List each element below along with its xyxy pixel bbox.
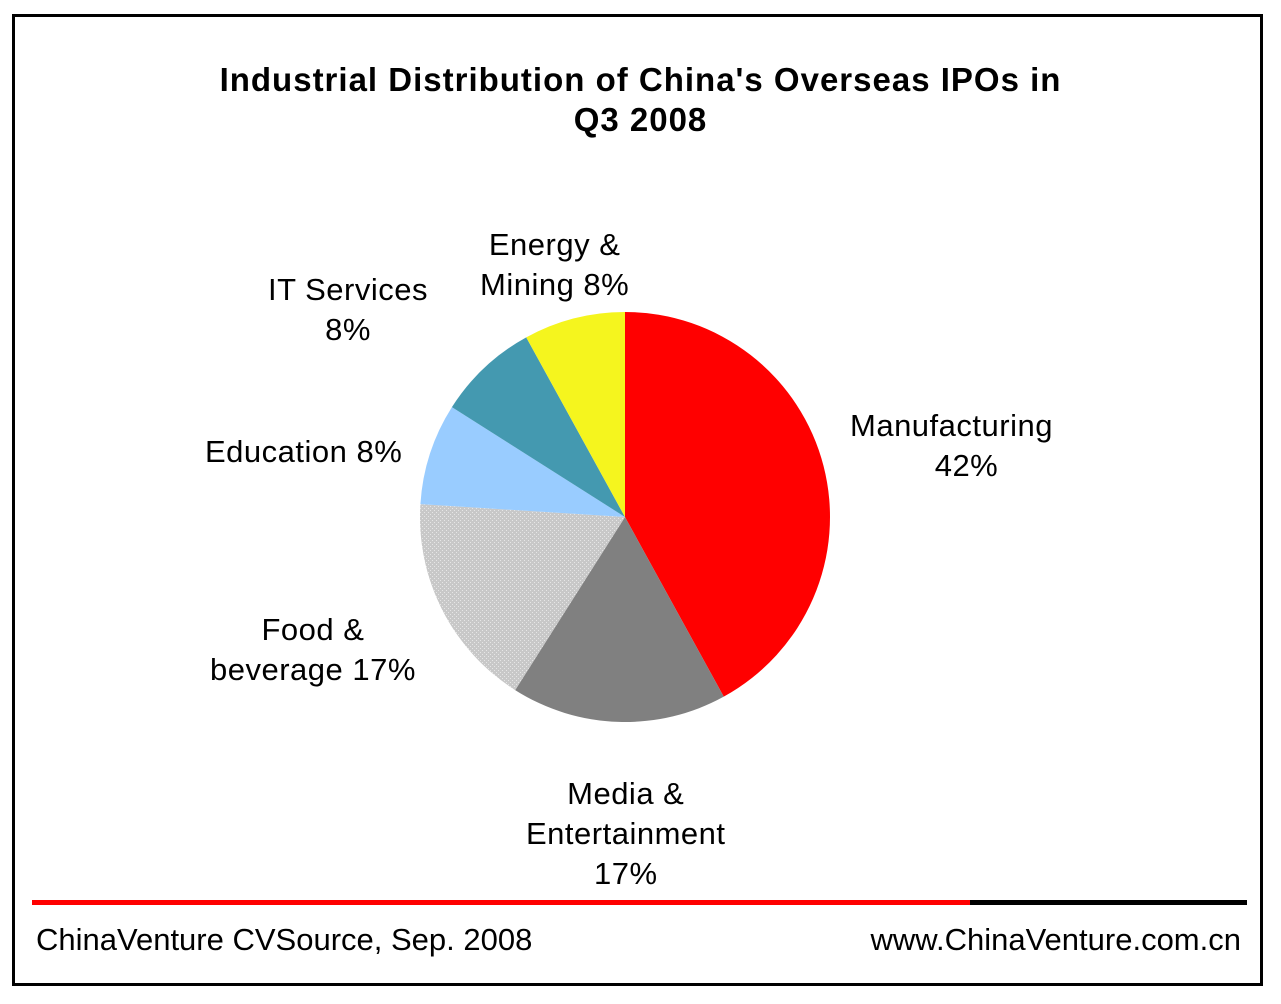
slice-label-energy-mining: Energy & Mining 8% xyxy=(480,225,629,305)
slice-label-manufacturing-name: Manufacturing xyxy=(850,408,1053,443)
slice-label-media-line-2: Entertainment xyxy=(526,816,726,851)
slice-label-energy-line-2: Mining 8% xyxy=(480,267,630,302)
slice-label-it-services: IT Services 8% xyxy=(268,270,428,350)
chart-title-line-2: Q3 2008 xyxy=(573,101,708,138)
slice-label-manufacturing-value: 42% xyxy=(934,448,999,483)
slice-label-media-entertainment: Media & Entertainment 17% xyxy=(526,774,726,894)
slice-label-it-line-1: IT Services xyxy=(268,272,428,307)
slice-label-manufacturing: Manufacturing 42% xyxy=(850,406,1053,486)
footer-rule-black xyxy=(970,900,1247,905)
slice-label-education-text: Education 8% xyxy=(205,434,403,469)
pie-slice-media-entertainment xyxy=(515,517,724,722)
footer-rule-red xyxy=(32,900,970,905)
slice-label-media-line-1: Media & xyxy=(567,776,685,811)
pie-slice-manufacturing xyxy=(625,312,830,697)
slice-label-food-line-1: Food & xyxy=(261,612,365,647)
slice-label-food-beverage: Food & beverage 17% xyxy=(210,610,416,690)
chart-title-line-1: Industrial Distribution of China's Overs… xyxy=(219,61,1062,98)
slice-label-food-line-2: beverage 17% xyxy=(210,652,416,687)
source-credit: ChinaVenture CVSource, Sep. 2008 xyxy=(36,922,533,957)
pie-slice-education xyxy=(420,407,625,517)
pie-slice-energy-mining xyxy=(526,312,625,517)
pie-slice-food-beverage xyxy=(419,504,625,691)
slice-label-education: Education 8% xyxy=(205,432,402,472)
website-credit: www.ChinaVenture.com.cn xyxy=(870,922,1241,957)
slice-label-media-value: 17% xyxy=(593,856,658,891)
slice-label-energy-line-1: Energy & xyxy=(488,227,621,262)
slice-label-it-value: 8% xyxy=(325,312,371,347)
pie-slice-it-services xyxy=(451,337,625,517)
chart-title: Industrial Distribution of China's Overs… xyxy=(0,60,1281,140)
